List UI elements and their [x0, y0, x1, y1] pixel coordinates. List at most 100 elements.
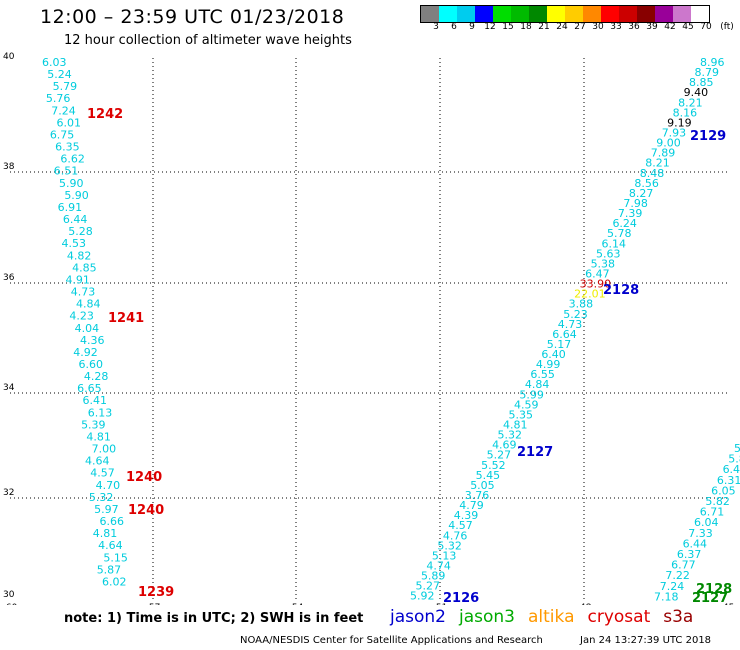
wave-height-value: 5.89 [421, 570, 446, 583]
wave-height-value: 4.28 [84, 370, 109, 383]
wave-height-value: 5.15 [103, 551, 128, 564]
wave-height-value: 9.19 [667, 116, 692, 129]
wave-height-value: 4.59 [514, 398, 539, 411]
wave-height-value: 6.35 [55, 141, 80, 154]
wave-height-value: 7.00 [92, 443, 117, 456]
wave-height-value: 5.82 [705, 495, 730, 508]
satellite-name: jason2 [390, 607, 446, 627]
legend-tick-label: 33 [610, 22, 622, 32]
wave-height-value: 5.87 [97, 563, 122, 576]
satellite-name: s3a [663, 607, 694, 627]
wave-height-value: 5.32 [437, 539, 462, 552]
wave-height-value: 6.60 [79, 358, 104, 371]
wave-height-value: 4.76 [443, 529, 468, 542]
wave-height-value: 4.04 [75, 322, 100, 335]
legend-swatch [673, 6, 691, 22]
wave-height-value: 6.55 [530, 368, 555, 381]
legend-swatch [619, 6, 637, 22]
wave-height-value: 4.39 [454, 509, 479, 522]
legend-tick-label: 12 [484, 22, 496, 32]
pass-number-label: 2128 [696, 582, 732, 597]
wave-height-value: 6.41 [82, 394, 107, 407]
wave-height-value: 5.17 [547, 338, 572, 351]
pass-number-label: 1239 [138, 585, 174, 600]
map-title: 12:00 – 23:59 UTC 01/23/2018 [40, 6, 345, 28]
latitude-label: 38 [3, 162, 15, 172]
wave-height-value: 8.48 [640, 167, 665, 180]
wave-height-value: 6.51 [54, 165, 79, 178]
color-scale-ticks: 3 6 9 12 15 18 21 24 27 30 33 36 39 42 45 70 (ft) [420, 22, 740, 34]
wave-height-value: 7.18 [654, 590, 679, 603]
wave-height-value: 4.81 [93, 527, 118, 540]
longitude-label: -51 [433, 603, 448, 605]
pass-number-label: 2128 [603, 283, 639, 298]
legend-swatch [547, 6, 565, 22]
legend-tick-label: 39 [646, 22, 658, 32]
wave-height-value: 9.00 [656, 137, 681, 150]
pass-number-label: 2129 [690, 129, 726, 144]
wave-height-value: 8.79 [695, 66, 720, 79]
track-west: 6.035.245.795.767.246.016.756.356.626.51… [42, 56, 128, 588]
wave-height-value: 6.66 [99, 515, 124, 528]
wave-height-value: 5.05 [470, 479, 495, 492]
wave-height-value: 9.40 [684, 86, 709, 99]
wave-height-value: 4.92 [73, 346, 98, 359]
wave-height-value: 5.63 [596, 247, 621, 260]
wave-height-value: 5.79 [53, 80, 78, 93]
wave-height-value: 7.24 [660, 580, 685, 593]
legend-tick-label: 21 [538, 22, 550, 32]
wave-height-value: 6.24 [612, 217, 637, 230]
wave-height-value: 6.02 [102, 575, 127, 588]
legend-tick-label: 6 [451, 22, 457, 32]
legend-swatch [565, 6, 583, 22]
pass-labels: 1242124112401240123921292128212721262128… [87, 107, 732, 605]
wave-height-value: 4.64 [98, 539, 123, 552]
wave-height-value: 3.76 [465, 489, 490, 502]
longitude-label: -60 [3, 603, 18, 605]
legend-swatch [475, 6, 493, 22]
wave-height-value: 7.33 [688, 527, 713, 540]
longitude-label: -54 [289, 603, 304, 605]
wave-height-value: 6.13 [88, 406, 113, 419]
latitude-label: 36 [3, 273, 15, 283]
wave-height-value: 5.8 [728, 453, 740, 466]
wave-height-value: 4.84 [76, 298, 101, 311]
legend-tick-label: 15 [502, 22, 514, 32]
wave-height-value: 7.98 [623, 197, 648, 210]
wave-height-value: 7.24 [51, 104, 76, 117]
pass-number-label: 1241 [108, 311, 144, 326]
generated-timestamp: Jan 24 13:27:39 UTC 2018 [580, 635, 712, 646]
wave-height-value: 4.70 [96, 479, 121, 492]
track-east: 55.86.476.316.055.826.716.047.336.446.37… [654, 442, 740, 603]
wave-height-value: 33.90 [580, 278, 612, 291]
wave-height-value: 4.99 [536, 358, 561, 371]
wave-height-value: 5.99 [519, 388, 544, 401]
wave-height-value: 7.93 [662, 126, 687, 139]
wave-height-value: 5.27 [487, 449, 512, 462]
wave-height-value: 6.03 [42, 56, 67, 69]
wave-height-value: 4.36 [80, 334, 105, 347]
wave-height-value: 6.47 [585, 267, 610, 280]
wave-height-value: 6.47 [723, 463, 740, 476]
wave-height-value: 4.74 [426, 560, 451, 573]
wave-height-value: 5.23 [563, 308, 588, 321]
wave-height-value: 6.62 [60, 153, 85, 166]
wave-height-value: 5.39 [81, 418, 106, 431]
legend-swatch [457, 6, 475, 22]
wave-height-value: 3.88 [569, 298, 594, 311]
legend-tick-label: 70 [700, 22, 712, 32]
wave-height-value: 6.65 [77, 382, 102, 395]
pass-number-label: 1242 [87, 107, 123, 122]
longitude-label: -57 [146, 603, 161, 605]
legend-tick-label: 18 [520, 22, 532, 32]
wave-height-value: 22.01 [574, 288, 606, 301]
wave-height-value: 6.77 [671, 559, 696, 572]
legend-swatch [601, 6, 619, 22]
wave-height-value: 5.97 [94, 503, 119, 516]
legend-tick-label: 24 [556, 22, 568, 32]
wave-height-value: 4.81 [503, 419, 528, 432]
wave-height-value: 6.05 [711, 484, 736, 497]
wave-height-value: 7.89 [651, 147, 676, 160]
wave-height-value: 6.75 [50, 128, 74, 141]
map-subtitle: 12 hour collection of altimeter wave hei… [64, 33, 352, 48]
